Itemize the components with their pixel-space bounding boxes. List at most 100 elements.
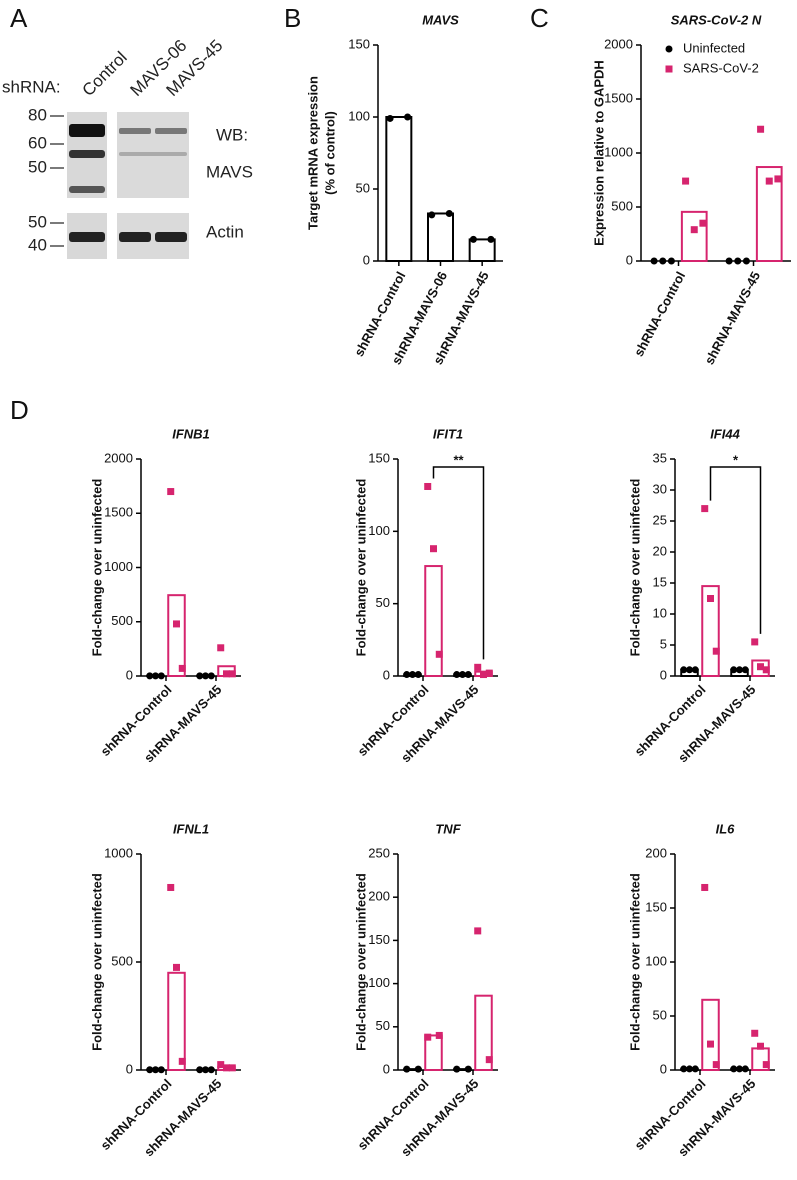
y-tick-label: 50	[356, 180, 370, 195]
data-point	[736, 1065, 743, 1073]
significance-label: **	[453, 452, 464, 467]
y-tick-label: 0	[383, 1061, 390, 1076]
y-tick-label: 0	[383, 667, 390, 682]
y-tick-label: 1000	[104, 559, 133, 574]
y-tick-label: 150	[368, 932, 390, 947]
data-point	[474, 927, 482, 935]
data-point	[734, 257, 742, 265]
y-tick-label: 0	[363, 252, 370, 267]
data-point	[202, 1066, 209, 1074]
data-point	[686, 666, 693, 674]
blot-target: MAVS	[206, 162, 253, 181]
y-tick-label: 0	[660, 667, 667, 682]
data-point	[680, 666, 688, 674]
data-point	[485, 1056, 493, 1064]
data-point	[762, 1061, 770, 1069]
data-point	[173, 963, 180, 971]
data-point	[435, 650, 443, 658]
y-axis-label: Expression relative to GAPDH	[591, 60, 606, 246]
blot-lane-label: Control	[79, 48, 131, 100]
blot-band	[69, 124, 105, 137]
data-point	[707, 595, 714, 602]
data-point	[146, 1066, 154, 1074]
data-point	[680, 1065, 688, 1073]
data-point	[178, 1057, 186, 1065]
data-point	[404, 113, 412, 121]
data-point	[686, 1065, 693, 1073]
bar	[427, 212, 454, 262]
data-point	[223, 670, 230, 678]
data-point	[228, 1064, 236, 1072]
data-point	[196, 1066, 204, 1074]
data-point	[742, 257, 750, 265]
data-point	[736, 666, 743, 674]
blot-band	[119, 128, 151, 134]
bar	[474, 994, 493, 1071]
blot-band	[119, 232, 151, 242]
bar	[424, 1034, 443, 1071]
y-tick-label: 50	[376, 595, 390, 610]
y-tick-label: 20	[653, 543, 667, 558]
y-axis-label: Fold-change over uninfected	[353, 873, 368, 1051]
y-axis-label: Fold-change over uninfected	[627, 479, 642, 657]
data-point	[202, 672, 209, 680]
y-tick-label: 150	[645, 899, 667, 914]
significance-bracket	[709, 466, 762, 634]
panel-label: B	[284, 3, 301, 33]
y-tick-label: 30	[653, 481, 667, 496]
y-tick-label: 200	[368, 889, 390, 904]
data-point	[196, 672, 204, 680]
data-point	[712, 1061, 720, 1069]
y-tick-label: 100	[368, 975, 390, 990]
data-point	[757, 1042, 764, 1050]
chart-title: IFIT1	[433, 426, 463, 441]
marker-label: 50	[28, 212, 47, 231]
y-tick-label: 1000	[104, 845, 133, 860]
y-tick-label: 2000	[604, 36, 633, 51]
blot-band	[119, 152, 187, 156]
data-point	[474, 663, 482, 671]
data-point	[774, 175, 782, 183]
data-point	[428, 211, 436, 219]
y-tick-label: 1500	[604, 90, 633, 105]
data-point	[409, 671, 416, 679]
bar	[701, 585, 720, 677]
data-point	[712, 647, 720, 655]
chart-title: IFI44	[710, 426, 740, 441]
data-point	[424, 1033, 432, 1041]
data-point	[751, 638, 759, 646]
blot-band	[155, 232, 187, 242]
data-point	[691, 1065, 699, 1073]
data-point	[453, 1065, 461, 1073]
y-tick-label: 0	[126, 1061, 133, 1076]
data-point	[762, 666, 770, 674]
y-axis-label: (% of control)	[322, 111, 337, 195]
data-point	[207, 1066, 215, 1074]
marker-label: 60	[28, 133, 47, 152]
legend-marker	[665, 45, 673, 53]
data-point	[699, 219, 707, 227]
data-point	[424, 482, 432, 490]
data-point	[741, 1065, 749, 1073]
data-point	[217, 644, 225, 652]
significance-label: *	[733, 452, 739, 467]
marker-label: 80	[28, 105, 47, 124]
data-point	[730, 1065, 738, 1073]
y-tick-label: 150	[368, 450, 390, 465]
data-point	[464, 1065, 472, 1073]
data-point	[173, 620, 180, 628]
y-tick-label: 250	[368, 845, 390, 860]
data-point	[178, 664, 186, 672]
y-tick-label: 100	[348, 108, 370, 123]
blot-row-label: shRNA:	[2, 77, 61, 96]
data-point	[757, 663, 764, 671]
data-point	[765, 177, 773, 185]
blot-target: Actin	[206, 222, 244, 241]
blot-band	[69, 186, 105, 193]
data-point	[701, 505, 709, 513]
blot-wb-label: WB:	[216, 125, 248, 144]
bar	[424, 565, 443, 678]
x-tick-label: shRNA-Control	[631, 269, 688, 359]
bar	[680, 210, 708, 262]
